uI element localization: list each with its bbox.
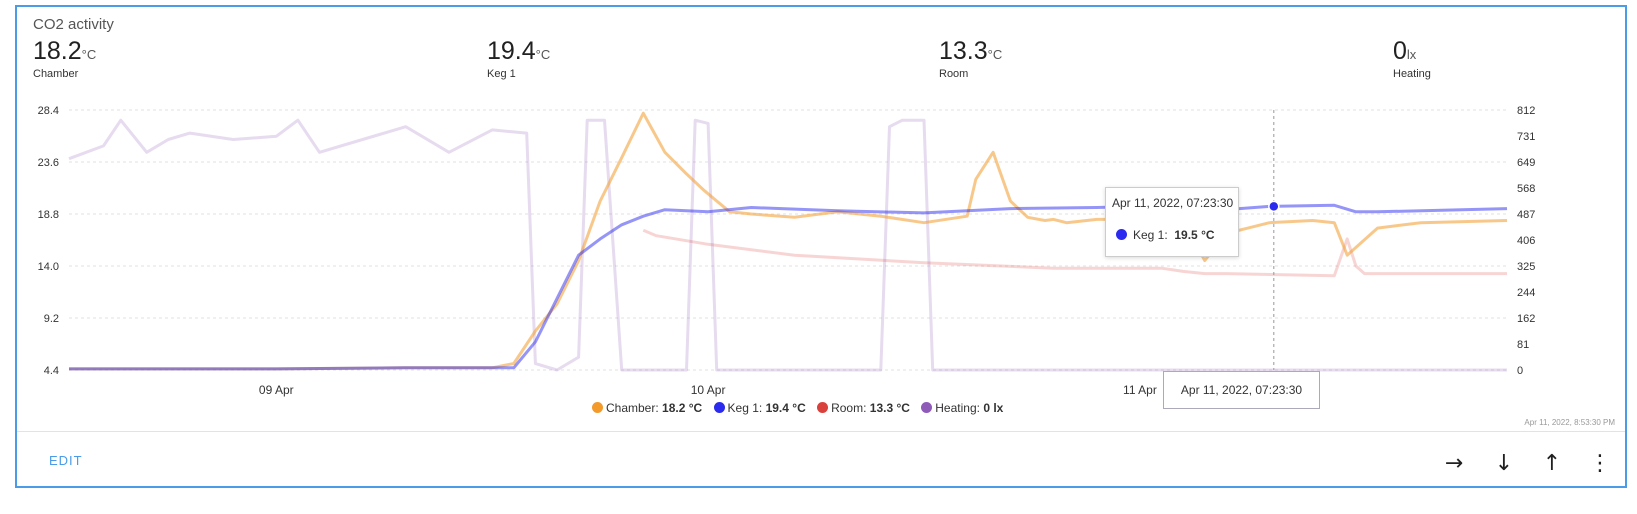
stat-value: 19.4 — [487, 37, 536, 65]
chart-area: CO2 activity 18.2°C Chamber 19.4°C Keg 1… — [17, 7, 1625, 431]
chart-legend: Chamber: 18.2 °C Keg 1: 19.4 °C Room: 13… — [592, 401, 1011, 415]
y-right-tick-label: 487 — [1517, 209, 1535, 221]
tooltip-series: Keg 1: — [1133, 228, 1168, 242]
tooltip-value: 19.5 °C — [1174, 228, 1215, 242]
stat-label: Heating — [1393, 68, 1431, 80]
arrow-right-icon[interactable]: → — [1444, 451, 1464, 476]
arrow-down-icon[interactable]: ↓ — [1494, 451, 1514, 476]
legend-name: Chamber: — [606, 401, 659, 415]
tooltip-title: Apr 11, 2022, 07:23:30 — [1112, 196, 1234, 210]
series-line-room — [642, 228, 1507, 278]
tooltip-row: Keg 1: 19.5 °C — [1116, 228, 1215, 242]
stat-unit: °C — [81, 47, 97, 62]
edit-button[interactable]: EDIT — [49, 453, 83, 468]
y-right-tick-label: 244 — [1517, 287, 1535, 299]
stat-label: Chamber — [33, 68, 79, 80]
chart-tooltip: Apr 11, 2022, 07:23:30 Keg 1: 19.5 °C — [1105, 187, 1239, 257]
y-right-tick-label: 81 — [1517, 339, 1529, 351]
y-right-tick-label: 325 — [1517, 261, 1535, 273]
legend-dot — [817, 402, 829, 413]
y-right-tick-label: 162 — [1517, 313, 1535, 325]
stat-chamber[interactable]: 18.2°C Chamber — [33, 37, 96, 80]
legend-dot — [592, 402, 603, 413]
line-chart[interactable]: 4.4 9.2 14.0 18.8 23.6 28.4 0 81 162 244 325 406 487… — [17, 7, 1625, 407]
stat-unit: °C — [987, 47, 1003, 62]
legend-item-chamber[interactable]: Chamber: 18.2 °C — [592, 401, 702, 415]
y-left-tick-label: 4.4 — [44, 365, 59, 377]
y-right-tick-label: 568 — [1517, 183, 1535, 195]
stat-heating[interactable]: 0lx Heating — [1393, 37, 1431, 80]
stat-value: 13.3 — [939, 37, 988, 65]
x-tick-label: 09 Apr — [259, 383, 294, 397]
x-tick-label: 11 Apr — [1123, 383, 1157, 397]
legend-value: 0 lx — [983, 401, 1004, 415]
series-line-heating — [68, 118, 1507, 372]
y-left-tick-label: 23.6 — [38, 157, 59, 169]
more-vert-icon[interactable]: ⋮ — [1589, 451, 1611, 476]
tooltip-dot — [1116, 229, 1127, 240]
legend-value: 18.2 °C — [662, 401, 703, 415]
legend-value: 13.3 °C — [869, 401, 910, 415]
legend-name: Keg 1: — [727, 401, 763, 415]
y-left-tick-label: 9.2 — [44, 313, 59, 325]
last-updated-timestamp: Apr 11, 2022, 8:53:30 PM — [1524, 418, 1615, 427]
y-left-tick-label: 14.0 — [38, 261, 59, 273]
y-right-tick-label: 649 — [1517, 157, 1535, 169]
stat-unit: lx — [1406, 47, 1417, 62]
stat-value: 18.2 — [33, 37, 82, 65]
hover-point-marker — [1268, 200, 1280, 213]
legend-value: 19.4 °C — [765, 401, 806, 415]
y-right-tick-label: 812 — [1517, 105, 1535, 117]
legend-name: Heating: — [935, 401, 980, 415]
legend-dot — [921, 402, 933, 413]
card-title: CO2 activity — [33, 16, 114, 33]
y-right-tick-label: 406 — [1517, 235, 1535, 247]
stat-keg-1[interactable]: 19.4°C Keg 1 — [487, 37, 550, 80]
legend-item-room[interactable]: Room: 13.3 °C — [817, 401, 910, 415]
legend-name: Room: — [831, 401, 867, 415]
stat-room[interactable]: 13.3°C Room — [939, 37, 1002, 80]
legend-item-keg-1[interactable]: Keg 1: 19.4 °C — [713, 401, 806, 415]
y-left-tick-label: 18.8 — [38, 209, 59, 221]
x-tick-label: 10 Apr — [691, 383, 726, 397]
y-right-tick-label: 0 — [1517, 365, 1523, 377]
stat-value: 0 — [1393, 37, 1407, 65]
legend-dot — [713, 402, 725, 413]
legend-item-heating[interactable]: Heating: 0 lx — [921, 401, 1003, 415]
stat-unit: °C — [535, 47, 551, 62]
card-actions: → ↓ ↑ ⋮ — [1425, 449, 1625, 479]
series-line-chamber — [69, 111, 1508, 371]
y-right-tick-label: 731 — [1517, 131, 1535, 143]
arrow-up-icon[interactable]: ↑ — [1542, 451, 1562, 476]
y-left-tick-label: 28.4 — [38, 105, 59, 117]
history-card: CO2 activity 18.2°C Chamber 19.4°C Keg 1… — [15, 5, 1627, 488]
card-divider — [17, 431, 1625, 432]
stat-label: Room — [939, 68, 969, 80]
stat-label: Keg 1 — [487, 68, 516, 80]
x-axis-pointer-label: Apr 11, 2022, 07:23:30 — [1163, 371, 1320, 409]
series-line-keg-1 — [69, 203, 1508, 371]
